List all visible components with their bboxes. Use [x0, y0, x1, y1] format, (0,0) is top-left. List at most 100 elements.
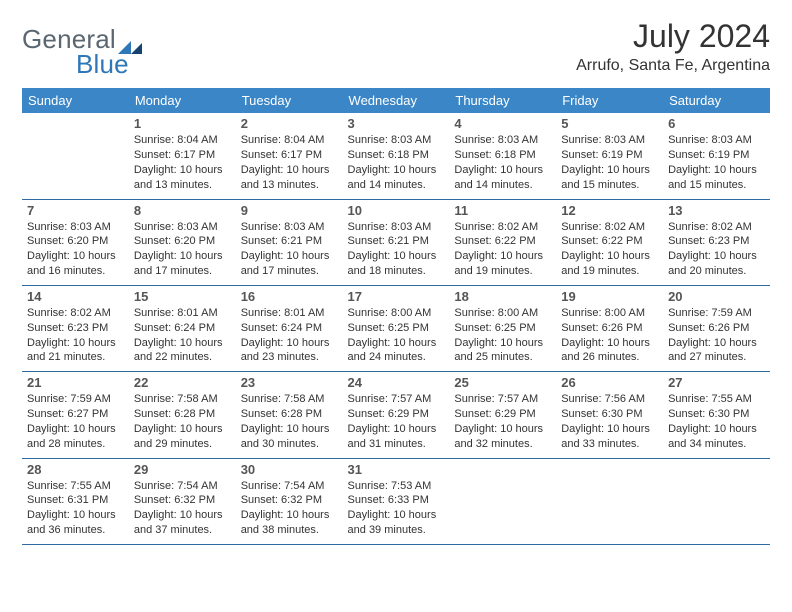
calendar-week: 14Sunrise: 8:02 AMSunset: 6:23 PMDayligh… — [22, 285, 770, 371]
detail-sunrise: Sunrise: 7:55 AM — [668, 392, 765, 407]
detail-daylight1: Daylight: 10 hours — [348, 249, 445, 264]
detail-daylight2: and 19 minutes. — [454, 264, 551, 279]
detail-daylight1: Daylight: 10 hours — [561, 249, 658, 264]
detail-daylight1: Daylight: 10 hours — [27, 336, 124, 351]
detail-sunset: Sunset: 6:31 PM — [27, 493, 124, 508]
title-block: July 2024 Arrufo, Santa Fe, Argentina — [576, 18, 770, 75]
day-number: 30 — [241, 462, 338, 477]
detail-sunrise: Sunrise: 8:02 AM — [27, 306, 124, 321]
calendar-cell: 13 Sunrise: 8:02 AMSunset: 6:23 PMDayligh… — [663, 199, 770, 285]
calendar-cell: 8Sunrise: 8:03 AMSunset: 6:20 PMDaylight… — [129, 199, 236, 285]
detail-sunrise: Sunrise: 7:57 AM — [454, 392, 551, 407]
day-details: Sunrise: 8:03 AMSunset: 6:21 PMDaylight:… — [241, 220, 338, 279]
detail-daylight2: and 38 minutes. — [241, 523, 338, 538]
detail-daylight2: and 23 minutes. — [241, 350, 338, 365]
detail-daylight2: and 37 minutes. — [134, 523, 231, 538]
detail-sunset: Sunset: 6:24 PM — [241, 321, 338, 336]
detail-sunset: Sunset: 6:22 PM — [561, 234, 658, 249]
detail-daylight1: Daylight: 10 hours — [134, 422, 231, 437]
detail-sunrise: Sunrise: 8:04 AM — [134, 133, 231, 148]
detail-sunset: Sunset: 6:24 PM — [134, 321, 231, 336]
calendar-cell: 30Sunrise: 7:54 AMSunset: 6:32 PMDayligh… — [236, 458, 343, 544]
day-number: 12 — [561, 203, 658, 218]
day-number: 22 — [134, 375, 231, 390]
detail-daylight1: Daylight: 10 hours — [454, 336, 551, 351]
day-details: Sunrise: 8:03 AMSunset: 6:21 PMDaylight:… — [348, 220, 445, 279]
day-number: 6 — [668, 116, 765, 131]
detail-sunrise: Sunrise: 8:03 AM — [348, 133, 445, 148]
detail-sunset: Sunset: 6:18 PM — [348, 148, 445, 163]
calendar-cell: 16Sunrise: 8:01 AMSunset: 6:24 PMDayligh… — [236, 285, 343, 371]
day-details: Sunrise: 7:59 AMSunset: 6:27 PMDaylight:… — [27, 392, 124, 451]
calendar-cell: 4Sunrise: 8:03 AMSunset: 6:18 PMDaylight… — [449, 113, 556, 199]
calendar-page: GeneralBlue July 2024 Arrufo, Santa Fe, … — [0, 0, 792, 612]
calendar-cell: 10Sunrise: 8:03 AMSunset: 6:21 PMDayligh… — [343, 199, 450, 285]
day-number: 28 — [27, 462, 124, 477]
detail-sunset: Sunset: 6:25 PM — [348, 321, 445, 336]
detail-daylight1: Daylight: 10 hours — [241, 508, 338, 523]
detail-daylight2: and 15 minutes. — [561, 178, 658, 193]
detail-sunset: Sunset: 6:17 PM — [241, 148, 338, 163]
detail-sunset: Sunset: 6:23 PM — [668, 234, 765, 249]
detail-sunset: Sunset: 6:25 PM — [454, 321, 551, 336]
detail-daylight1: Daylight: 10 hours — [348, 336, 445, 351]
detail-sunrise: Sunrise: 8:03 AM — [241, 220, 338, 235]
detail-daylight1: Daylight: 10 hours — [27, 422, 124, 437]
detail-daylight2: and 13 minutes. — [134, 178, 231, 193]
detail-sunset: Sunset: 6:21 PM — [348, 234, 445, 249]
day-number: 7 — [27, 203, 124, 218]
day-details: Sunrise: 8:02 AMSunset: 6:23 PMDaylight:… — [668, 220, 765, 279]
calendar-cell: 19Sunrise: 8:00 AMSunset: 6:26 PMDayligh… — [556, 285, 663, 371]
calendar-cell: 6Sunrise: 8:03 AMSunset: 6:19 PMDaylight… — [663, 113, 770, 199]
day-number: 1 — [134, 116, 231, 131]
detail-daylight2: and 13 minutes. — [241, 178, 338, 193]
detail-sunset: Sunset: 6:29 PM — [348, 407, 445, 422]
detail-sunrise: Sunrise: 8:03 AM — [27, 220, 124, 235]
weekday-header: Sunday — [22, 88, 129, 113]
detail-sunrise: Sunrise: 7:58 AM — [134, 392, 231, 407]
detail-daylight2: and 14 minutes. — [348, 178, 445, 193]
day-details: Sunrise: 7:54 AMSunset: 6:32 PMDaylight:… — [134, 479, 231, 538]
detail-sunrise: Sunrise: 8:01 AM — [241, 306, 338, 321]
detail-daylight1: Daylight: 10 hours — [668, 163, 765, 178]
detail-daylight1: Daylight: 10 hours — [134, 163, 231, 178]
detail-daylight1: Daylight: 10 hours — [241, 336, 338, 351]
weekday-header: Tuesday — [236, 88, 343, 113]
day-number: 19 — [561, 289, 658, 304]
day-number: 24 — [348, 375, 445, 390]
detail-daylight2: and 15 minutes. — [668, 178, 765, 193]
detail-sunrise: Sunrise: 7:54 AM — [134, 479, 231, 494]
detail-daylight1: Daylight: 10 hours — [134, 508, 231, 523]
day-number: 3 — [348, 116, 445, 131]
detail-daylight2: and 17 minutes. — [134, 264, 231, 279]
detail-daylight2: and 34 minutes. — [668, 437, 765, 452]
day-details: Sunrise: 7:59 AMSunset: 6:26 PMDaylight:… — [668, 306, 765, 365]
calendar-head: Sunday Monday Tuesday Wednesday Thursday… — [22, 88, 770, 113]
detail-sunset: Sunset: 6:29 PM — [454, 407, 551, 422]
month-title: July 2024 — [576, 18, 770, 55]
day-details: Sunrise: 7:57 AMSunset: 6:29 PMDaylight:… — [348, 392, 445, 451]
day-number: 13 — [668, 203, 765, 218]
calendar-cell — [22, 113, 129, 199]
calendar-cell: 9Sunrise: 8:03 AMSunset: 6:21 PMDaylight… — [236, 199, 343, 285]
detail-sunrise: Sunrise: 8:00 AM — [454, 306, 551, 321]
detail-sunrise: Sunrise: 7:53 AM — [348, 479, 445, 494]
day-number: 23 — [241, 375, 338, 390]
detail-sunrise: Sunrise: 8:02 AM — [454, 220, 551, 235]
day-details: Sunrise: 8:02 AMSunset: 6:23 PMDaylight:… — [27, 306, 124, 365]
calendar-cell: 11Sunrise: 8:02 AMSunset: 6:22 PMDayligh… — [449, 199, 556, 285]
detail-sunrise: Sunrise: 8:00 AM — [348, 306, 445, 321]
detail-daylight1: Daylight: 10 hours — [27, 249, 124, 264]
detail-sunrise: Sunrise: 8:00 AM — [561, 306, 658, 321]
day-details: Sunrise: 7:56 AMSunset: 6:30 PMDaylight:… — [561, 392, 658, 451]
detail-sunset: Sunset: 6:23 PM — [27, 321, 124, 336]
detail-daylight1: Daylight: 10 hours — [241, 163, 338, 178]
detail-sunrise: Sunrise: 8:01 AM — [134, 306, 231, 321]
detail-sunset: Sunset: 6:28 PM — [134, 407, 231, 422]
detail-daylight2: and 28 minutes. — [27, 437, 124, 452]
detail-daylight1: Daylight: 10 hours — [134, 336, 231, 351]
detail-sunrise: Sunrise: 8:03 AM — [668, 133, 765, 148]
detail-daylight1: Daylight: 10 hours — [668, 422, 765, 437]
brand-blue: Blue — [76, 49, 129, 80]
location: Arrufo, Santa Fe, Argentina — [576, 57, 770, 75]
